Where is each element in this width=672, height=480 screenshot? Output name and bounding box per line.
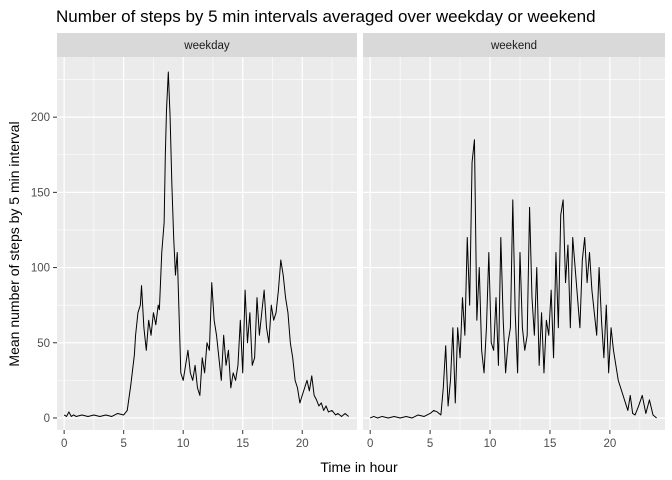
facet-strip (363, 33, 665, 57)
x-tick-label: 5 (120, 438, 126, 450)
x-tick-label: 20 (603, 438, 616, 450)
y-tick-label: 100 (31, 263, 50, 275)
facet-panel-weekend: weekend 0 5 10 15 20 (363, 33, 665, 450)
x-tick-label: 15 (236, 438, 249, 450)
series-line-weekday (63, 71, 349, 417)
plot-background (57, 57, 357, 430)
facet-strip-label: weekend (490, 40, 537, 52)
x-tick-label: 20 (296, 438, 309, 450)
x-tick-label: 0 (61, 438, 67, 450)
x-tick-label: 15 (544, 438, 557, 450)
chart-title: Number of steps by 5 min intervals avera… (56, 7, 596, 26)
x-tick-label: 10 (484, 438, 497, 450)
y-tick-label: 200 (31, 112, 50, 124)
y-tick-label: 150 (31, 187, 50, 199)
facet-strip-label: weekday (183, 40, 230, 52)
y-axis-title: Mean number of steps by 5 min interval (6, 121, 22, 366)
x-tick-label: 5 (427, 438, 433, 450)
x-tick-label: 10 (177, 438, 190, 450)
y-tick-label: 50 (37, 338, 50, 350)
series-line-weekend (369, 139, 657, 419)
x-tick-label: 0 (367, 438, 373, 450)
y-tick-label: 0 (44, 413, 50, 425)
facet-strip (57, 33, 357, 57)
x-axis-title: Time in hour (320, 459, 398, 475)
